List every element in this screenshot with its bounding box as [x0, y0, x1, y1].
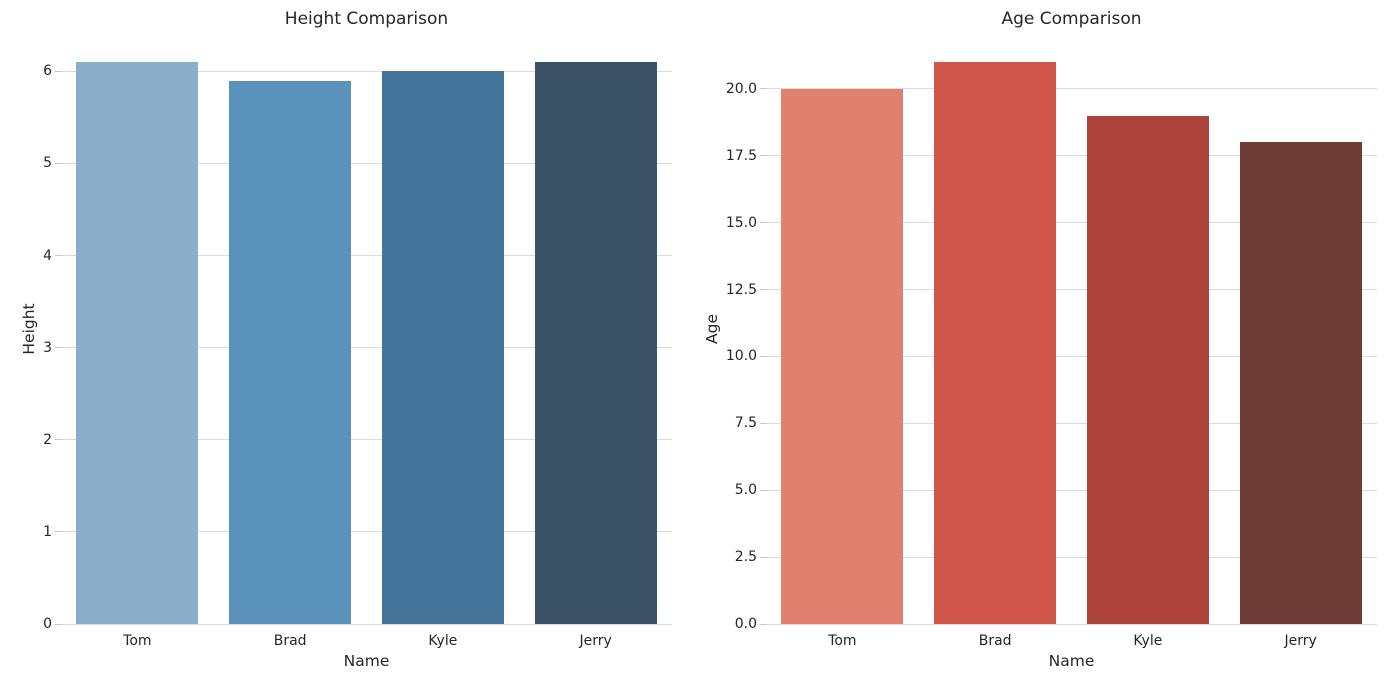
subplot-age-comparison: Age Comparison Age Name 0.0 2.5 5.0 7.5 10.0… — [694, 0, 1389, 690]
y-tick-label-5: 5 — [43, 155, 52, 172]
bar-jerry — [1239, 142, 1362, 624]
bar-tom — [76, 62, 199, 624]
y-tick-label-12.5: 12.5 — [725, 281, 757, 298]
bar-tom — [781, 88, 904, 624]
plot-area-height: Height Comparison Height Name 0 1 2 3 4 5 6 Tom… — [20, 9, 672, 670]
gridline-y-12.5 — [766, 289, 1377, 291]
x-tick-label-brad: Brad — [273, 633, 307, 649]
y-tick-label-10.0: 10.0 — [725, 348, 757, 365]
y-tick-mark-10.0 — [760, 355, 766, 357]
gridline-y-7.5 — [766, 422, 1377, 424]
y-axis-label-height: Height — [20, 303, 38, 355]
y-tick-label-15.0: 15.0 — [725, 214, 757, 231]
y-tick-mark-3 — [55, 347, 61, 349]
x-tick-label-brad: Brad — [978, 633, 1012, 649]
gridline-y-4 — [61, 255, 672, 257]
y-tick-label-2: 2 — [43, 431, 52, 448]
y-tick-label-20.0: 20.0 — [725, 80, 757, 97]
y-tick-mark-15.0 — [760, 222, 766, 224]
bar-brad — [934, 62, 1057, 624]
y-tick-mark-5.0 — [760, 489, 766, 491]
y-tick-mark-1 — [55, 531, 61, 533]
gridline-y-15.0 — [766, 222, 1377, 224]
y-tick-mark-0.0 — [760, 623, 766, 625]
subplot-height-comparison: Height Comparison Height Name 0 1 2 3 4 5 6 Tom… — [0, 0, 694, 690]
y-axis-label-age: Age — [703, 314, 721, 344]
y-tick-mark-2.5 — [760, 556, 766, 558]
gridline-y-20.0 — [766, 88, 1377, 90]
y-tick-mark-2 — [55, 439, 61, 441]
y-tick-label-5.0: 5.0 — [734, 482, 757, 499]
x-axis-label-name-right: Name — [1048, 652, 1095, 670]
y-tick-label-0.0: 0.0 — [734, 616, 757, 632]
x-tick-label-jerry: Jerry — [579, 633, 612, 649]
chart-title-height: Height Comparison — [284, 8, 449, 29]
y-tick-label-6: 6 — [43, 63, 52, 80]
y-tick-label-3: 3 — [43, 339, 52, 356]
y-tick-mark-0 — [55, 623, 61, 625]
bar-jerry — [534, 62, 657, 624]
gridline-y-17.5 — [766, 155, 1377, 157]
bar-kyle — [1086, 115, 1209, 624]
gridline-y-2 — [61, 439, 672, 441]
x-tick-label-kyle: Kyle — [1133, 633, 1163, 649]
y-tick-mark-6 — [55, 70, 61, 72]
y-tick-mark-7.5 — [760, 422, 766, 424]
chart-title-age: Age Comparison — [1001, 8, 1142, 29]
gridline-y-6 — [61, 70, 672, 72]
gridline-y-5.0 — [766, 489, 1377, 491]
gridline-y-0.0 — [766, 623, 1377, 625]
bar-kyle — [381, 71, 504, 624]
y-tick-label-1: 1 — [43, 523, 52, 540]
y-tick-mark-5 — [55, 162, 61, 164]
x-axis-label-name-left: Name — [343, 652, 390, 670]
gridline-y-5 — [61, 162, 672, 164]
x-tick-label-kyle: Kyle — [428, 633, 458, 649]
y-tick-label-2.5: 2.5 — [734, 549, 757, 566]
y-tick-label-4: 4 — [43, 247, 52, 264]
gridline-y-2.5 — [766, 556, 1377, 558]
x-tick-label-tom: Tom — [123, 633, 152, 649]
bar-brad — [229, 80, 352, 624]
y-tick-mark-4 — [55, 255, 61, 257]
y-tick-label-7.5: 7.5 — [734, 415, 757, 432]
y-tick-label-0: 0 — [43, 616, 52, 632]
x-tick-label-tom: Tom — [828, 633, 857, 649]
gridline-y-3 — [61, 347, 672, 349]
y-tick-mark-20.0 — [760, 88, 766, 90]
y-tick-mark-17.5 — [760, 155, 766, 157]
gridline-y-0 — [61, 623, 672, 625]
y-tick-label-17.5: 17.5 — [725, 147, 757, 164]
y-tick-mark-12.5 — [760, 289, 766, 291]
plot-area-age: Age Comparison Age Name 0.0 2.5 5.0 7.5 10.0… — [703, 9, 1377, 670]
gridline-y-10.0 — [766, 355, 1377, 357]
gridline-y-1 — [61, 531, 672, 533]
x-tick-label-jerry: Jerry — [1284, 633, 1317, 649]
